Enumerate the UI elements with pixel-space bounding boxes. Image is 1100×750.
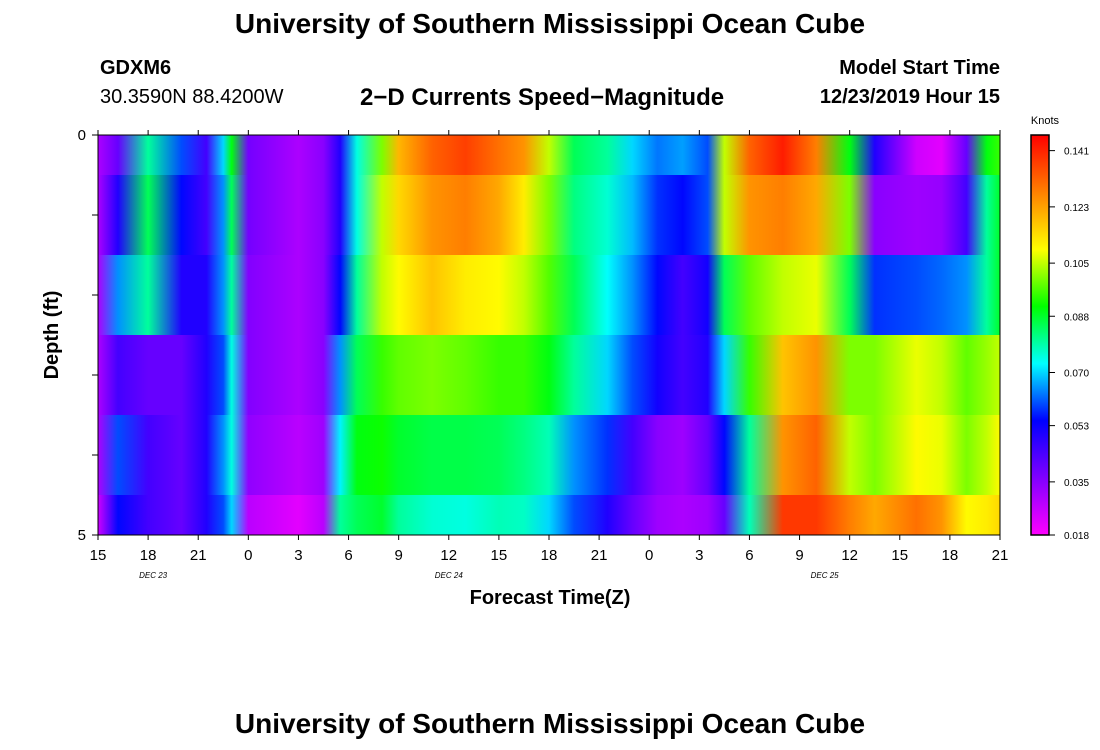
heatmap-depth-row	[98, 415, 1000, 495]
heatmap-depth-row	[98, 175, 1000, 255]
date-label: DEC 23	[139, 571, 168, 580]
x-tick-label: 3	[695, 547, 703, 564]
heatmap-cells	[98, 135, 1000, 535]
x-tick-label: 18	[541, 547, 558, 564]
heatmap-depth-row	[98, 255, 1000, 335]
x-tick-label: 3	[294, 547, 302, 564]
x-tick-label: 18	[942, 547, 959, 564]
main-title: University of Southern Mississippi Ocean…	[234, 8, 866, 39]
x-tick-label: 15	[491, 547, 508, 564]
model-start-value: 12/23/2019 Hour 15	[819, 86, 1000, 108]
y-tick-label: 0	[78, 127, 86, 144]
station-id: GDXM6	[100, 57, 172, 79]
x-tick-label: 6	[745, 547, 753, 564]
x-tick-label: 15	[891, 547, 908, 564]
colorbar-gradient	[1030, 134, 1050, 536]
x-tick-label: 9	[795, 547, 803, 564]
axes: 15 18 21 0 3 6 9 12 15 18 21 0 3 6 9 12 15 18 21 0 5 DEC 23 DE…	[78, 127, 1009, 580]
heatmap-depth-row	[98, 495, 1000, 535]
x-tick-label: 18	[140, 547, 157, 564]
x-tick-label: 0	[244, 547, 252, 564]
colorbar-tick-label: 0.035	[1064, 478, 1089, 489]
colorbar-unit-label: Knots	[1031, 115, 1060, 127]
chart-title: 2−D Currents Speed−Magnitude	[360, 84, 725, 111]
colorbar-tick-label: 0.018	[1064, 531, 1089, 542]
date-label: DEC 24	[435, 571, 464, 580]
colorbar: Knots 0.141 0.123 0.105 0.088 0.070 0.053 0.03…	[1030, 115, 1089, 542]
colorbar-tick-label: 0.141	[1064, 147, 1089, 158]
x-tick-label: 0	[645, 547, 653, 564]
date-label: DEC 25	[811, 571, 840, 580]
y-tick-label: 5	[78, 527, 86, 544]
heatmap-depth-row	[98, 335, 1000, 415]
model-start-label: Model Start Time	[839, 57, 1000, 79]
station-coordinates: 30.3590N 88.4200W	[100, 86, 284, 108]
colorbar-tick-label: 0.070	[1064, 369, 1089, 380]
x-axis-label: Forecast Time(Z)	[470, 587, 631, 609]
colorbar-tick-label: 0.123	[1064, 203, 1089, 214]
y-axis-label: Depth (ft)	[41, 291, 63, 380]
x-tick-label: 21	[591, 547, 608, 564]
colorbar-tick-label: 0.088	[1064, 312, 1089, 323]
x-tick-label: 9	[394, 547, 402, 564]
x-tick-label: 21	[190, 547, 207, 564]
x-tick-label: 6	[344, 547, 352, 564]
x-tick-label: 12	[841, 547, 858, 564]
colorbar-tick-label: 0.053	[1064, 422, 1089, 433]
heatmap-depth-row	[98, 135, 1000, 175]
x-tick-label: 21	[992, 547, 1009, 564]
x-tick-label: 12	[440, 547, 457, 564]
colorbar-tick-label: 0.105	[1064, 259, 1089, 270]
footer-title: University of Southern Mississippi Ocean…	[234, 708, 866, 739]
x-tick-label: 15	[90, 547, 107, 564]
